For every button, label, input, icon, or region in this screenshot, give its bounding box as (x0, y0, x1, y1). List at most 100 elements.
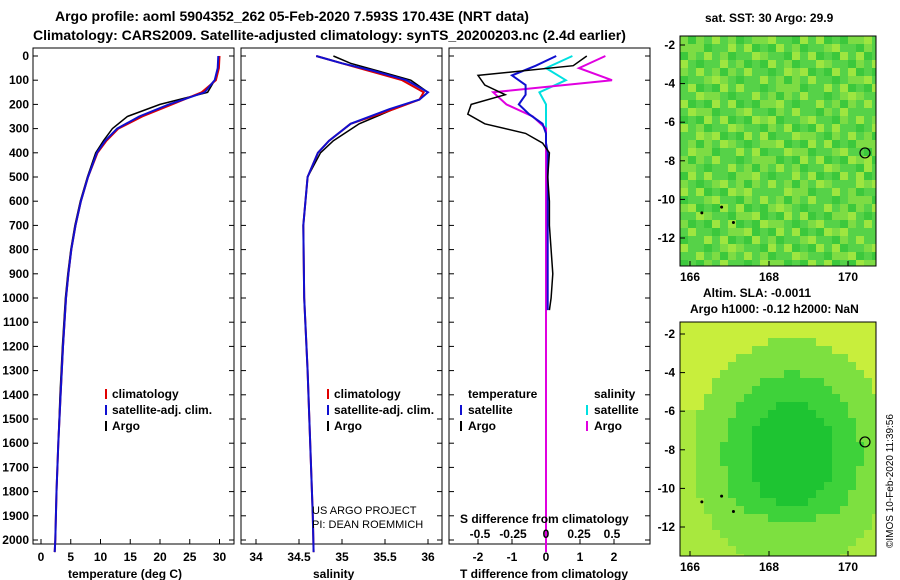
map-cell (784, 546, 792, 554)
map-cell (808, 140, 816, 148)
map-cell (792, 92, 800, 100)
map-cell (696, 450, 704, 458)
map-cell (808, 378, 816, 386)
map-cell (824, 172, 832, 180)
map-cell (760, 490, 768, 498)
map-cell (704, 338, 712, 346)
map-cell (696, 140, 704, 148)
map-cell (736, 490, 744, 498)
map-cell (856, 252, 864, 260)
map-cell (872, 418, 876, 426)
map-cell (776, 52, 784, 60)
map-cell (752, 92, 760, 100)
map-cell (848, 346, 856, 354)
sal-sat-line (302, 55, 430, 553)
map-cell (832, 68, 840, 76)
s-difference-ticks: -0.5 -0.25 0 0.25 0.5 (470, 527, 621, 541)
map-cell (696, 386, 704, 394)
map-cell (816, 426, 824, 434)
map-cell (768, 252, 776, 260)
map-cell (776, 458, 784, 466)
map-cell (712, 506, 720, 514)
map-cell (832, 354, 840, 362)
map-cell (744, 410, 752, 418)
map-cell (872, 244, 876, 252)
map-cell (848, 108, 856, 116)
map-cell (776, 322, 784, 330)
map-cell (768, 354, 776, 362)
map-cell (712, 402, 720, 410)
map-cell (832, 204, 840, 212)
map-cell (800, 172, 808, 180)
map-cell (856, 338, 864, 346)
map-cell (840, 252, 848, 260)
map-cell (792, 538, 800, 546)
map-cell (792, 554, 800, 556)
map-cell (752, 140, 760, 148)
map-cell (760, 546, 768, 554)
map-cell (728, 92, 736, 100)
map-cell (688, 402, 696, 410)
map-cell (792, 506, 800, 514)
map-cell (760, 76, 768, 84)
map-cell (680, 236, 688, 244)
map-cell (824, 252, 832, 260)
map-cell (864, 426, 872, 434)
map-cell (696, 68, 704, 76)
map-cell (832, 442, 840, 450)
map-cell (784, 196, 792, 204)
map-cell (712, 354, 720, 362)
map-cell (848, 378, 856, 386)
map-cell (776, 252, 784, 260)
map-cell (688, 212, 696, 220)
map-cell (800, 60, 808, 68)
map-cell (728, 538, 736, 546)
map-cell (800, 530, 808, 538)
map-cell (704, 60, 712, 68)
map-cell (840, 394, 848, 402)
map-cell (760, 100, 768, 108)
map-lat-label: -10 (658, 481, 676, 495)
map-cell (704, 124, 712, 132)
map-cell (856, 378, 864, 386)
map-cell (840, 362, 848, 370)
map-cell (712, 514, 720, 522)
map-cell (864, 156, 872, 164)
map-cell (840, 236, 848, 244)
map-cell (808, 172, 816, 180)
map-cell (816, 172, 824, 180)
map-cell (792, 530, 800, 538)
map-cell (792, 196, 800, 204)
map-cell (792, 140, 800, 148)
map-cell (704, 458, 712, 466)
map-cell (760, 330, 768, 338)
s-difference-label: S difference from climatology (460, 512, 629, 526)
map-cell (752, 164, 760, 172)
map-cell (712, 212, 720, 220)
map-cell (736, 228, 744, 236)
map-cell (800, 36, 808, 44)
map-cell (688, 172, 696, 180)
map-cell (688, 522, 696, 530)
map-cell (856, 394, 864, 402)
map-cell (736, 36, 744, 44)
legend-argo-label: Argo (334, 419, 362, 433)
map-cell (704, 44, 712, 52)
map-cell (736, 378, 744, 386)
map-cell (760, 426, 768, 434)
map-cell (864, 362, 872, 370)
map-cell (744, 76, 752, 84)
map-cell (784, 506, 792, 514)
map-cell (752, 386, 760, 394)
map-cell (776, 156, 784, 164)
map-cell (864, 354, 872, 362)
map-cell (800, 402, 808, 410)
map-cell (872, 220, 876, 228)
map-cell (816, 474, 824, 482)
map-cell (744, 450, 752, 458)
map-cell (792, 434, 800, 442)
map-cell (752, 418, 760, 426)
map-cell (688, 530, 696, 538)
map-cell (744, 100, 752, 108)
